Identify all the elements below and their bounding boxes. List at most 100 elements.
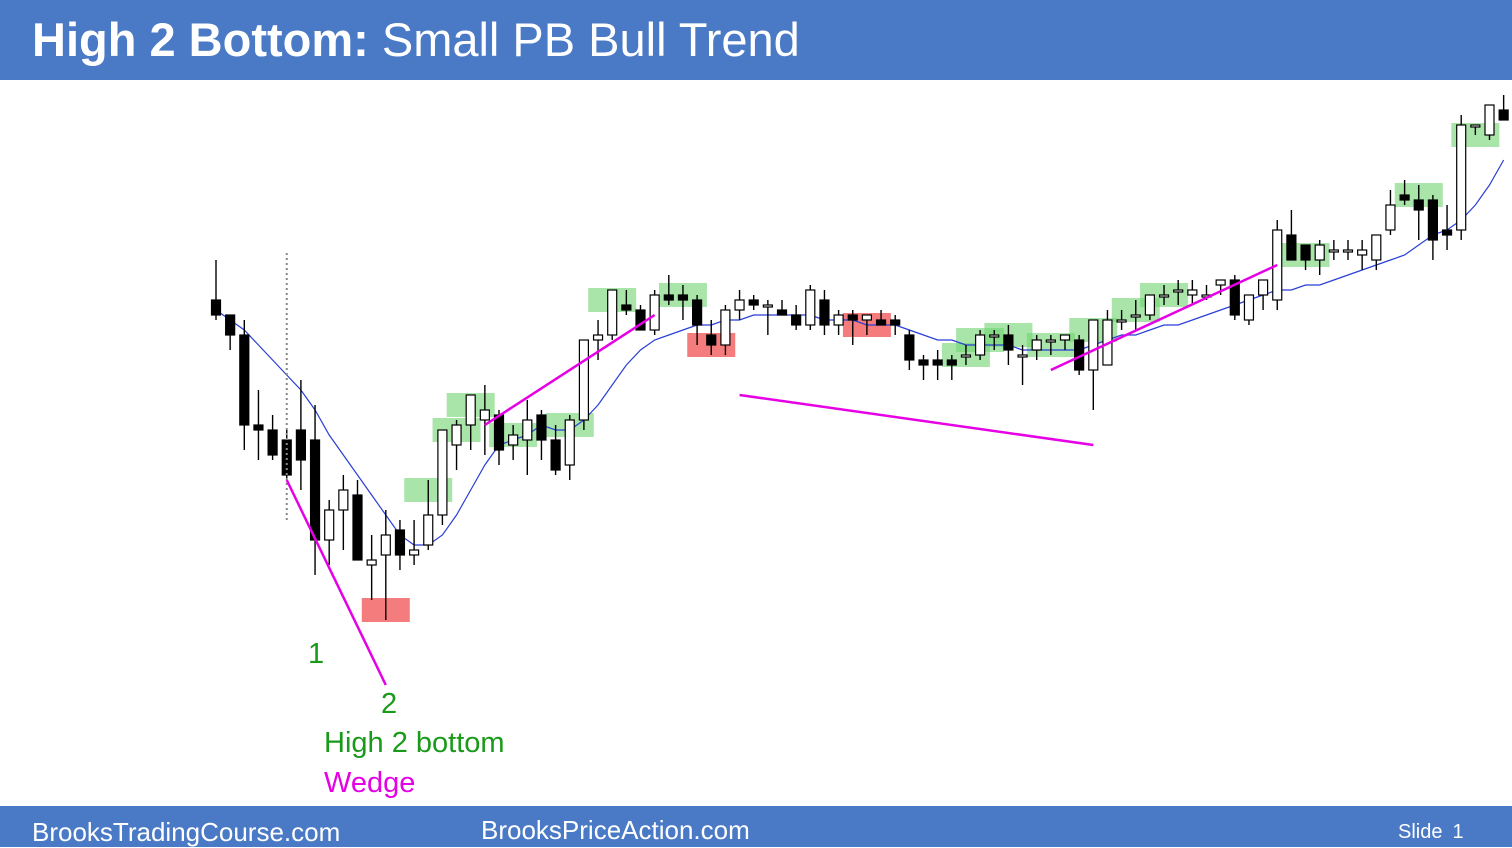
bear-candle (210, 299, 222, 316)
bull-candle (974, 334, 986, 356)
bear-candle (225, 314, 236, 336)
bull-candle (1059, 334, 1071, 341)
bull-candle (508, 434, 519, 446)
bull-candle (1215, 279, 1226, 286)
wedge-line (285, 479, 387, 686)
bear-candle (1300, 244, 1311, 261)
bear-candle (1441, 229, 1453, 236)
bull-candle (409, 549, 420, 556)
bear-candle (493, 414, 505, 451)
title-bold: High 2 Bottom: (32, 13, 369, 66)
bull-candle (720, 309, 731, 346)
footer-link-center[interactable]: BrooksPriceAction.com (481, 815, 750, 845)
bear-candle (1498, 109, 1509, 121)
bull-candle (1045, 339, 1056, 343)
bear-candle (1413, 199, 1424, 211)
bull-candle (465, 394, 476, 426)
bull-candle (479, 409, 490, 421)
bear-candle (748, 299, 759, 306)
bull-candle (833, 314, 844, 326)
bull-candle (380, 534, 391, 556)
bull-candle (1328, 249, 1339, 253)
bull-candle (607, 289, 618, 336)
bear-candle (819, 299, 830, 326)
bear-candle (890, 319, 901, 326)
bull-candle (1385, 204, 1396, 231)
bull-candle (522, 419, 533, 441)
bull-candle (1031, 339, 1042, 351)
bull-candle (1456, 124, 1467, 231)
bear-candle (663, 294, 674, 301)
bull-candle (578, 339, 590, 421)
bull-candle (338, 489, 349, 511)
bull-candle (1357, 249, 1368, 256)
bull-candle (564, 419, 575, 466)
bull-candle (960, 354, 972, 358)
bull-candle (423, 514, 434, 546)
bull-candle (1144, 294, 1156, 316)
bear-candle (550, 439, 561, 471)
candles (210, 95, 1509, 620)
bear-candle (1003, 334, 1014, 351)
bull-candle (1484, 104, 1495, 136)
title-bar: High 2 Bottom: Small PB Bull Trend (0, 0, 1512, 80)
bear-candle (1427, 199, 1439, 241)
bear-candle (918, 359, 929, 366)
bear-candle (309, 439, 321, 541)
bear-candle (847, 314, 858, 321)
page-title: High 2 Bottom: Small PB Bull Trend (32, 12, 800, 68)
footer-bar: BrooksTradingCourse.com BrooksPriceActio… (0, 806, 1512, 847)
leg2-label: 2 (381, 688, 398, 720)
bear-candle (295, 429, 306, 461)
title-rest: Small PB Bull Trend (381, 13, 800, 66)
bull-candle (805, 289, 816, 326)
bull-candle (1116, 319, 1127, 323)
bull-candle (1088, 319, 1099, 371)
bull-candle (1187, 289, 1198, 296)
bull-candle (451, 424, 462, 446)
bull-candle (1314, 244, 1325, 261)
bear-candle (677, 294, 689, 301)
bull-candle (1243, 294, 1255, 321)
pattern-label: High 2 bottom (324, 727, 505, 759)
footer-link-left[interactable]: BrooksTradingCourse.com (32, 817, 341, 847)
bull-candle (861, 314, 873, 321)
bear-candle (791, 314, 802, 326)
bear-candle (267, 429, 278, 456)
slide-label: Slide (1398, 821, 1443, 843)
bull-candle (762, 304, 773, 308)
bear-candle (875, 319, 887, 326)
signal-zones (361, 123, 1500, 622)
bear-candle (394, 529, 406, 556)
bear-candle (706, 334, 717, 346)
leg1-label: 1 (308, 638, 325, 670)
trend-channel-line (484, 313, 656, 427)
bull-candle (649, 294, 660, 331)
bull-candle (1173, 289, 1184, 293)
bear-candle (536, 414, 547, 441)
pullback-line (739, 393, 1094, 447)
bull-candle (1017, 354, 1028, 358)
channel-line (1050, 263, 1278, 372)
bull-candle (1342, 249, 1354, 253)
bull-candle (592, 334, 604, 341)
bear-candle (691, 299, 703, 326)
bear-candle (904, 334, 915, 361)
slide-number-value: 1 (1452, 821, 1464, 843)
bull-candle (1470, 124, 1481, 128)
bear-candle (1286, 234, 1297, 261)
bear-candle (1399, 194, 1410, 201)
bull-candle (1158, 294, 1170, 298)
bull-candle (734, 299, 745, 311)
annotation-lines (285, 250, 1278, 686)
bear-candle (776, 309, 788, 316)
bear-candle (352, 494, 363, 561)
slide-number: Slide 1 (1398, 821, 1464, 844)
bear-candle (239, 334, 250, 426)
bull-candle (989, 334, 1000, 338)
bear-candle (946, 359, 957, 366)
shape-label: Wedge (324, 767, 416, 799)
bull-candle (1257, 279, 1269, 296)
bear-candle (621, 304, 632, 311)
